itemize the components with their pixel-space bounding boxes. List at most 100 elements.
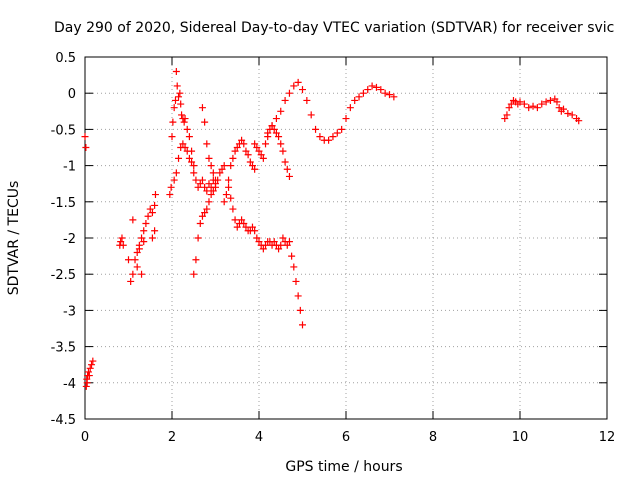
data-point — [238, 216, 246, 224]
data-point — [175, 154, 183, 162]
data-point — [240, 220, 248, 228]
data-point — [151, 201, 159, 209]
chart-title: Day 290 of 2020, Sidereal Day-to-day VTE… — [54, 20, 614, 36]
x-tick-label: 0 — [81, 430, 89, 445]
data-point — [129, 270, 137, 278]
data-point — [89, 357, 97, 365]
data-point — [135, 245, 143, 253]
data-point — [185, 154, 193, 162]
data-point — [180, 118, 188, 126]
data-point — [133, 263, 141, 271]
data-point — [568, 111, 576, 119]
data-point — [299, 321, 306, 329]
data-point — [207, 162, 215, 170]
data-point — [285, 172, 293, 180]
data-point — [272, 129, 280, 137]
data-point — [198, 176, 206, 184]
data-point — [283, 241, 291, 249]
data-point — [151, 227, 159, 235]
y-tick-label: -2 — [63, 232, 76, 247]
data-point — [181, 144, 189, 151]
data-point — [225, 176, 233, 184]
data-point — [244, 151, 252, 159]
data-point — [148, 234, 156, 242]
data-point — [140, 238, 148, 246]
y-tick-label: -4.5 — [51, 413, 76, 428]
data-point — [146, 205, 154, 213]
data-point — [201, 183, 209, 191]
data-point — [142, 220, 150, 228]
data-point — [205, 180, 213, 188]
x-axis-label: GPS time / hours — [285, 459, 402, 475]
data-point — [270, 125, 278, 133]
data-points — [81, 67, 583, 390]
data-point — [175, 93, 183, 101]
data-point — [555, 104, 563, 112]
data-point — [294, 292, 302, 300]
data-point — [242, 223, 250, 231]
data-point — [546, 96, 554, 104]
data-point — [364, 86, 372, 94]
y-tick-label: 0 — [68, 87, 76, 102]
data-point — [207, 191, 215, 199]
data-point — [138, 234, 146, 242]
data-point — [196, 180, 204, 188]
data-point — [251, 227, 259, 235]
data-point — [351, 96, 359, 104]
y-tick-label: -1 — [63, 160, 76, 175]
data-point — [233, 223, 241, 231]
data-point — [312, 125, 320, 133]
data-point — [253, 144, 261, 151]
data-point — [85, 372, 93, 380]
data-point — [225, 183, 233, 191]
data-point — [201, 118, 209, 126]
data-point — [229, 205, 237, 213]
data-point — [242, 147, 250, 155]
data-point — [253, 234, 261, 242]
data-point — [173, 82, 181, 90]
data-point — [303, 96, 311, 104]
data-point — [178, 111, 186, 119]
data-point — [290, 82, 298, 90]
data-point — [194, 234, 202, 242]
data-point — [148, 209, 156, 217]
data-point — [227, 162, 235, 170]
data-point — [201, 209, 209, 217]
data-point — [368, 82, 376, 90]
data-point — [381, 89, 389, 97]
y-tick-label: -1.5 — [51, 196, 76, 211]
data-point — [188, 158, 196, 166]
data-point — [88, 361, 96, 369]
data-point — [131, 256, 139, 264]
data-point — [520, 100, 528, 108]
data-point — [264, 133, 272, 141]
data-point — [575, 117, 583, 125]
data-point — [296, 306, 304, 314]
data-point — [279, 234, 287, 242]
data-point — [166, 191, 174, 199]
data-point — [203, 187, 211, 195]
y-tick-label: -0.5 — [51, 123, 76, 138]
data-point — [268, 122, 276, 130]
data-point — [255, 238, 263, 246]
data-point — [564, 109, 572, 117]
data-point — [117, 238, 125, 246]
data-point — [171, 96, 179, 104]
data-point — [183, 125, 191, 133]
data-point — [505, 104, 513, 112]
y-tick-label: -4 — [63, 377, 76, 392]
data-point — [212, 183, 219, 191]
x-ticks: 0 2 4 6 8 10 12 — [81, 57, 615, 445]
data-point — [255, 147, 263, 155]
data-point — [275, 133, 283, 141]
data-point — [129, 216, 137, 224]
data-point — [192, 256, 200, 264]
data-point — [299, 86, 306, 94]
data-point — [525, 104, 533, 112]
data-point — [386, 91, 393, 99]
data-point — [220, 198, 228, 206]
data-point — [316, 133, 324, 141]
data-point — [285, 89, 293, 97]
data-point — [538, 100, 546, 108]
data-point — [140, 227, 148, 235]
